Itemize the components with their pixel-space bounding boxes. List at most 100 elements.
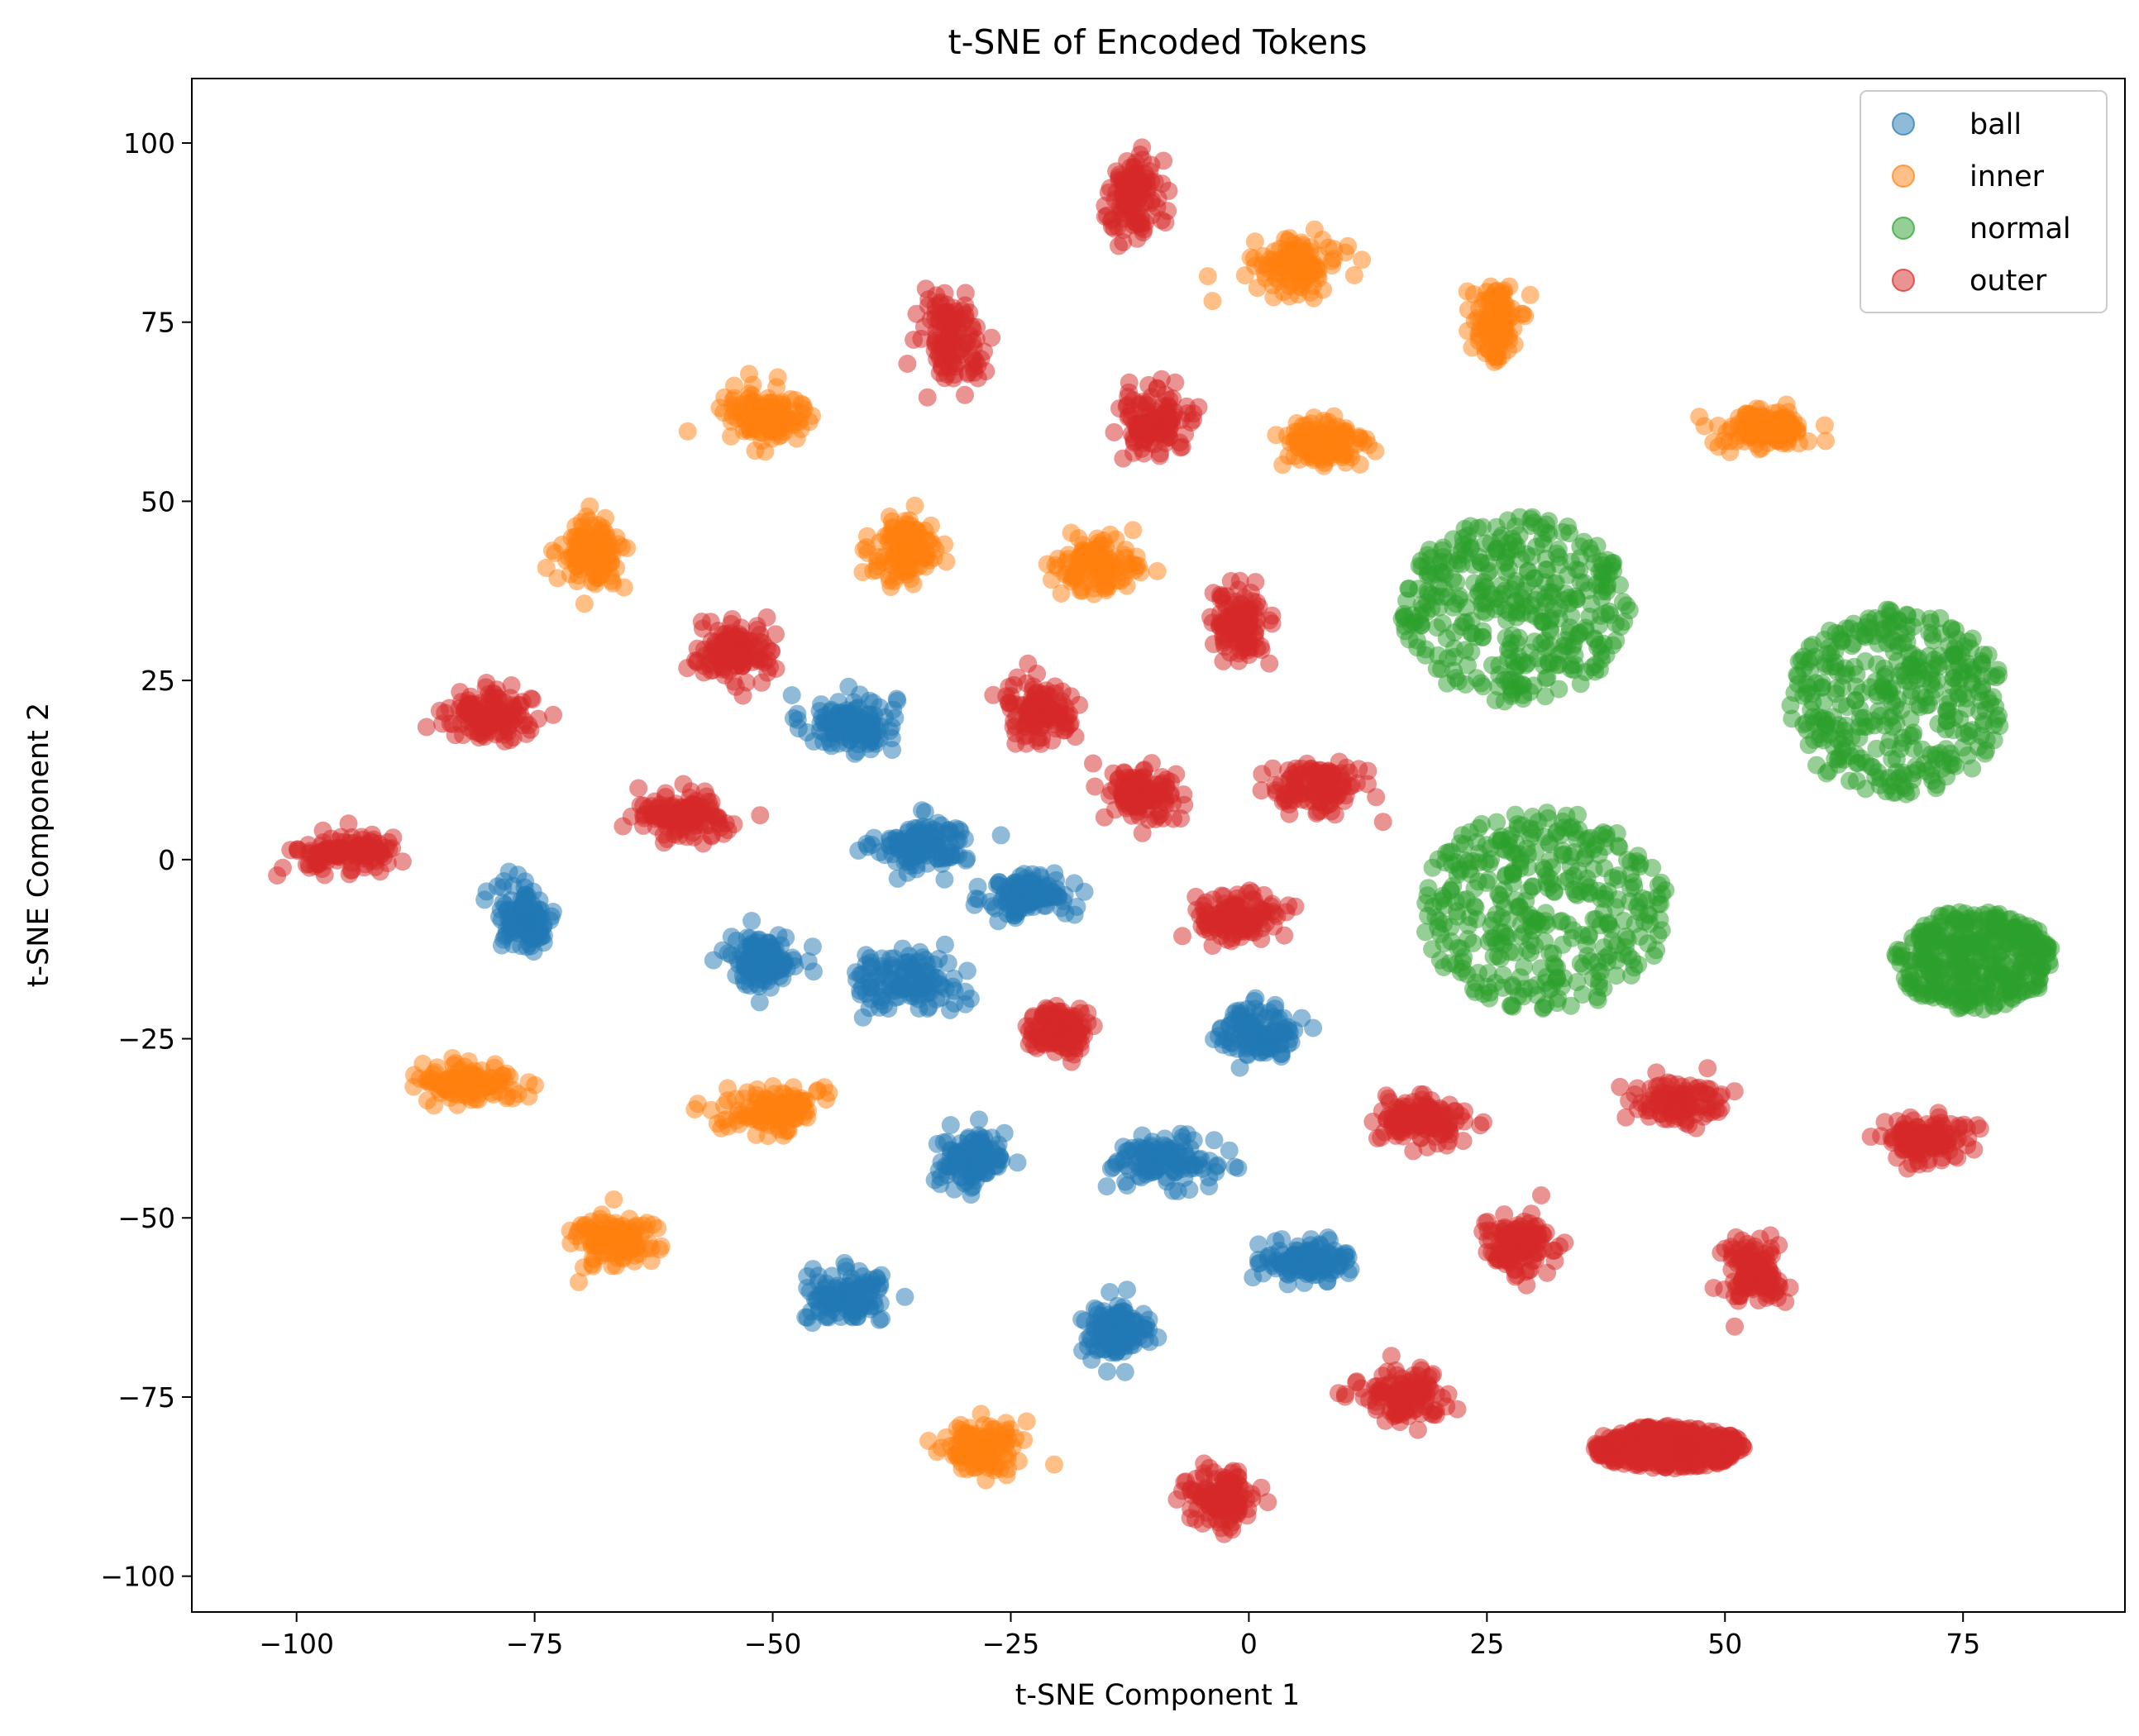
data-point-normal (1561, 660, 1580, 679)
data-point-outer (727, 648, 746, 667)
data-point-normal (1525, 820, 1545, 839)
data-point-ball (913, 801, 931, 820)
data-point-inner (575, 594, 594, 613)
data-point-inner (747, 1080, 766, 1099)
data-point-normal (1934, 751, 1953, 770)
data-point-normal (1440, 553, 1459, 572)
data-point-inner (596, 535, 615, 554)
data-point-ball (888, 691, 907, 710)
data-point-normal (1826, 679, 1845, 698)
data-point-outer (1120, 373, 1139, 392)
data-point-normal (1797, 675, 1816, 694)
data-point-normal (1950, 956, 1970, 975)
data-point-ball (853, 1008, 872, 1027)
data-point-inner (688, 1095, 707, 1114)
data-point-normal (1513, 652, 1532, 671)
data-point-ball (1180, 1180, 1199, 1199)
data-point-ball (847, 963, 865, 982)
data-point-inner (1045, 1455, 1063, 1474)
data-point-normal (1973, 680, 1992, 699)
data-point-inner (1704, 433, 1723, 451)
data-point-normal (1888, 690, 1907, 708)
data-point-normal (1461, 865, 1480, 884)
data-point-inner (608, 1248, 627, 1267)
data-point-inner (1500, 277, 1519, 296)
data-point-ball (965, 895, 984, 914)
data-point-ball (785, 956, 805, 975)
data-point-ball (871, 1277, 890, 1296)
data-point-ball (1079, 1337, 1097, 1356)
data-point-outer (1246, 573, 1265, 592)
data-point-normal (1975, 744, 1994, 763)
data-point-ball (970, 1133, 989, 1152)
data-point-ball (521, 926, 540, 945)
data-point-ball (1239, 1037, 1258, 1056)
data-point-normal (1652, 921, 1671, 940)
data-point-normal (1514, 689, 1533, 708)
data-point-ball (932, 1152, 951, 1171)
data-point-inner (1117, 576, 1136, 595)
data-point-normal (1487, 905, 1506, 924)
data-point-normal (1897, 785, 1916, 804)
data-point-ball (760, 953, 779, 971)
data-point-normal (2008, 951, 2027, 970)
data-point-normal (1837, 698, 1856, 717)
data-point-normal (1564, 921, 1583, 940)
data-point-inner (1241, 248, 1260, 267)
data-point-inner (426, 1063, 445, 1081)
data-point-outer (1156, 213, 1175, 232)
data-point-outer (928, 350, 947, 369)
data-point-ball (824, 724, 843, 742)
data-point-ball (961, 1159, 980, 1178)
data-point-inner (882, 525, 900, 544)
data-point-outer (964, 359, 983, 378)
data-point-ball (851, 981, 870, 1000)
data-point-normal (1875, 667, 1894, 686)
data-point-normal (1588, 988, 1607, 1007)
data-point-normal (1976, 700, 1995, 719)
data-point-normal (1561, 996, 1580, 1015)
data-point-ball (1225, 1157, 1244, 1176)
data-point-ball (735, 958, 754, 977)
data-point-normal (1594, 565, 1613, 584)
data-point-outer (918, 388, 937, 407)
data-point-inner (1344, 266, 1363, 284)
data-point-normal (1540, 851, 1559, 870)
data-point-inner (771, 1105, 790, 1124)
data-point-inner (1468, 308, 1487, 327)
data-point-outer (1105, 422, 1124, 441)
data-point-ball (1230, 1058, 1249, 1077)
data-point-inner (1740, 426, 1759, 445)
data-point-normal (1929, 714, 1948, 733)
data-point-ball (1220, 1141, 1239, 1160)
data-point-ball (531, 909, 550, 928)
data-point-outer (1151, 444, 1170, 463)
data-point-normal (1462, 624, 1481, 642)
data-point-ball (895, 953, 914, 972)
data-point-normal (1957, 689, 1976, 708)
data-point-inner (1245, 232, 1264, 251)
data-point-inner (1521, 285, 1540, 304)
data-point-inner (794, 396, 813, 415)
data-point-inner (924, 548, 943, 567)
data-point-ball (846, 1295, 865, 1314)
data-point-normal (1598, 882, 1617, 901)
data-point-inner (1116, 548, 1135, 567)
data-point-normal (1997, 980, 2016, 999)
data-point-normal (1867, 739, 1886, 758)
data-point-inner (1709, 417, 1727, 435)
data-point-normal (1450, 587, 1469, 606)
data-point-normal (1417, 603, 1436, 622)
data-point-normal (1630, 903, 1649, 922)
data-point-inner (526, 1075, 544, 1095)
data-point-inner (592, 1205, 611, 1224)
data-point-ball (1000, 891, 1019, 910)
data-point-normal (1453, 826, 1472, 845)
data-point-ball (813, 1285, 832, 1304)
data-point-ball (1148, 1328, 1167, 1347)
data-point-inner (1062, 568, 1081, 587)
data-point-normal (1416, 894, 1435, 913)
data-point-normal (1588, 638, 1607, 657)
data-point-outer (1096, 196, 1115, 215)
